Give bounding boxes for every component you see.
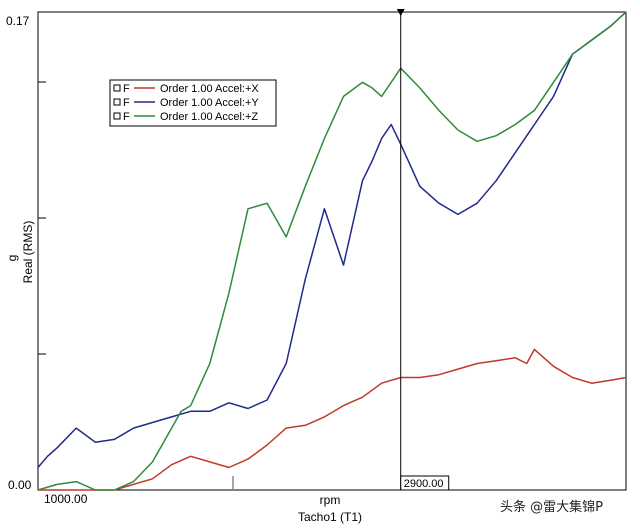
legend-item-x[interactable]: F Order 1.00 Accel:+X <box>113 83 259 95</box>
x-axis-label: rpm <box>320 493 341 507</box>
y-tick-label-top: 0.17 <box>6 14 30 28</box>
legend-prefix: F <box>123 111 130 123</box>
x-axis-sublabel: Tacho1 (T1) <box>298 510 362 524</box>
legend-label: Order 1.00 Accel:+Y <box>160 97 259 109</box>
plot-frame <box>37 11 627 491</box>
watermark: 头条 @雷大集锦P <box>500 499 603 515</box>
x-tick-label-start: 1000.00 <box>44 492 88 506</box>
series-line-x <box>38 348 627 491</box>
y-tick-label-bottom: 0.00 <box>8 478 32 492</box>
cursor-handle-icon[interactable] <box>396 9 405 16</box>
series-line-y <box>37 11 627 468</box>
legend-label: Order 1.00 Accel:+X <box>160 83 259 95</box>
legend-item-z[interactable]: F Order 1.00 Accel:+Z <box>113 111 258 123</box>
legend: F Order 1.00 Accel:+X F Order 1.00 Accel… <box>109 79 277 127</box>
legend-label: Order 1.00 Accel:+Z <box>160 111 258 123</box>
y-axis-label: g <box>5 255 19 262</box>
legend-prefix: F <box>123 83 130 95</box>
cursor-value-label: 2900.00 <box>404 478 444 490</box>
legend-checkbox[interactable] <box>113 98 121 106</box>
legend-prefix: F <box>123 97 130 109</box>
y-axis-ticks <box>38 81 46 355</box>
cursor[interactable]: 2900.00 <box>396 9 450 491</box>
cursor-value-box <box>400 475 450 491</box>
legend-checkbox[interactable] <box>113 112 121 120</box>
y-axis-sublabel: Real (RMS) <box>21 221 35 284</box>
legend-checkbox[interactable] <box>113 84 121 92</box>
legend-item-y[interactable]: F Order 1.00 Accel:+Y <box>113 97 259 109</box>
series-line-z <box>37 11 627 491</box>
series-layer <box>37 11 627 491</box>
